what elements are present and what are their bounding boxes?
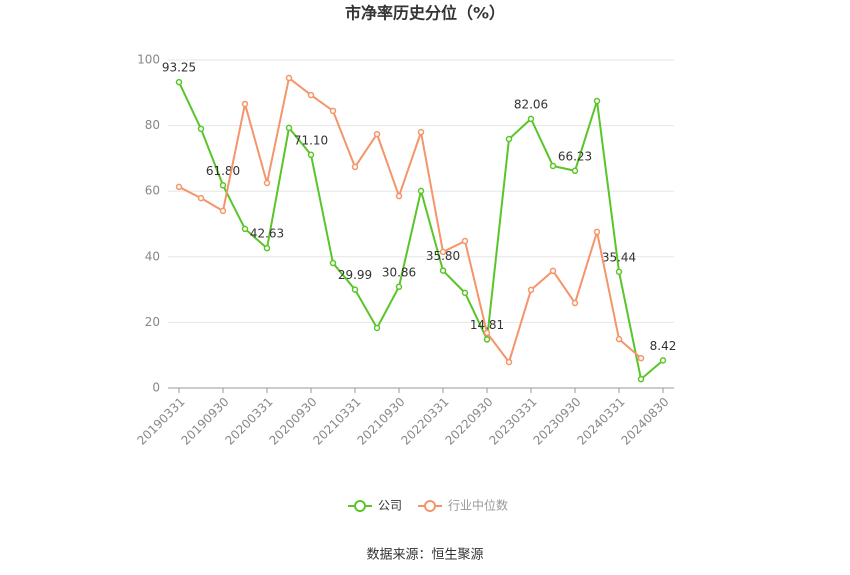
data-point [483, 336, 491, 343]
data-point [505, 358, 513, 366]
data-point [527, 286, 535, 294]
y-tick-label: 60 [145, 184, 160, 198]
data-point [483, 329, 491, 337]
data-point [351, 163, 359, 171]
data-label: 35.44 [602, 250, 636, 264]
data-label: 71.10 [294, 133, 328, 147]
data-point [593, 97, 601, 105]
data-label: 30.86 [382, 265, 416, 279]
data-point [241, 100, 249, 108]
data-label: 61.80 [206, 164, 240, 178]
data-label: 8.42 [650, 339, 677, 353]
legend-marker [424, 500, 436, 512]
data-point [593, 228, 601, 236]
data-point [659, 357, 667, 364]
data-point [549, 162, 557, 170]
y-tick-label: 80 [145, 118, 160, 132]
data-point [615, 335, 623, 343]
data-point [285, 124, 293, 132]
data-point [527, 115, 535, 123]
data-point [637, 375, 645, 383]
y-tick-label: 40 [145, 249, 160, 263]
data-point [615, 268, 623, 276]
data-point [637, 354, 645, 362]
data-point [329, 259, 337, 267]
legend-label: 行业中位数 [448, 498, 508, 513]
data-point [241, 225, 249, 233]
data-point [571, 167, 579, 175]
data-point [395, 283, 403, 291]
data-point [285, 74, 293, 82]
data-point [417, 128, 425, 136]
data-point [175, 78, 183, 86]
y-tick-label: 100 [137, 53, 160, 67]
data-label: 66.23 [558, 149, 592, 163]
data-point [373, 130, 381, 138]
x-tick-label: 20240830 [619, 395, 672, 448]
data-point [175, 183, 183, 191]
data-point [373, 324, 381, 332]
chart-title: 市净率历史分位（%） [345, 4, 505, 23]
data-point [461, 289, 469, 297]
data-point [351, 286, 359, 293]
source-note: 数据来源：恒生聚源 [366, 548, 483, 563]
data-label: 93.25 [162, 61, 196, 75]
data-point [219, 207, 227, 215]
data-point [307, 91, 315, 99]
legend-marker [354, 500, 366, 512]
data-point [219, 182, 227, 189]
data-point [571, 299, 579, 307]
data-label: 42.63 [250, 227, 284, 241]
data-point [329, 107, 337, 115]
data-point [439, 267, 447, 274]
data-point [549, 267, 557, 275]
data-point [395, 192, 403, 200]
data-point [197, 194, 205, 202]
data-point [197, 125, 205, 133]
legend-label: 公司 [378, 499, 402, 513]
y-tick-label: 20 [145, 315, 160, 329]
data-label: 82.06 [514, 97, 548, 111]
y-tick-label: 0 [152, 381, 160, 395]
data-point [461, 237, 469, 245]
data-point [263, 179, 271, 187]
data-label: 29.99 [338, 268, 372, 282]
data-point [505, 135, 513, 143]
data-point [307, 151, 315, 159]
data-label: 14.81 [470, 318, 504, 332]
series-line [178, 76, 642, 365]
data-point [263, 244, 271, 252]
data-point [439, 248, 447, 256]
data-label: 35.80 [426, 249, 460, 263]
data-point [417, 187, 425, 195]
